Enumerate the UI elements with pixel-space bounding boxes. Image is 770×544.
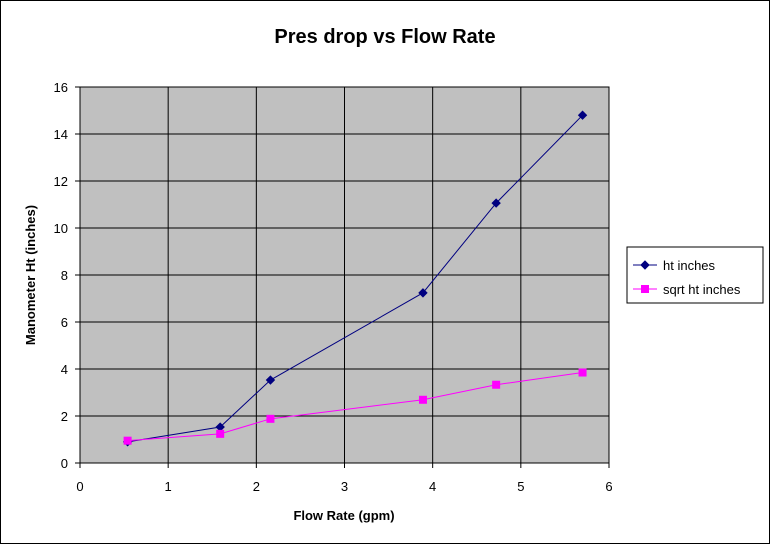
y-tick-label: 8 bbox=[61, 268, 68, 283]
y-tick-label: 4 bbox=[61, 362, 68, 377]
y-tick-label: 16 bbox=[54, 80, 68, 95]
legend-label: sqrt ht inches bbox=[663, 282, 741, 297]
series-line bbox=[127, 114, 583, 443]
legend-marker bbox=[640, 260, 650, 270]
data-point bbox=[577, 110, 588, 120]
data-point bbox=[418, 288, 428, 298]
x-tick-label: 5 bbox=[517, 479, 524, 494]
data-point bbox=[418, 395, 427, 404]
x-tick-label: 1 bbox=[165, 479, 172, 494]
chart-title: Pres drop vs Flow Rate bbox=[274, 26, 495, 48]
series-layer bbox=[122, 110, 588, 447]
x-tick-label: 2 bbox=[253, 479, 260, 494]
series-line bbox=[127, 372, 583, 442]
legend-label: ht inches bbox=[663, 258, 716, 273]
y-tick-label: 12 bbox=[54, 174, 68, 189]
plot-area bbox=[79, 86, 610, 464]
y-axis-ticks: 0 2 4 6 8 10 12 14 16 bbox=[54, 80, 80, 471]
x-axis-ticks: 0 1 2 3 4 5 6 bbox=[76, 463, 613, 494]
y-tick-label: 6 bbox=[61, 315, 68, 330]
x-tick-label: 4 bbox=[429, 479, 436, 494]
y-tick-label: 0 bbox=[61, 456, 68, 471]
y-tick-label: 14 bbox=[54, 127, 68, 142]
legend: ht inches sqrt ht inches bbox=[626, 246, 764, 304]
data-point bbox=[265, 375, 276, 385]
legend-item: ht inches bbox=[633, 258, 716, 273]
y-tick-label: 10 bbox=[54, 221, 68, 236]
data-point bbox=[266, 414, 275, 423]
x-tick-label: 3 bbox=[341, 479, 348, 494]
x-axis-title: Flow Rate (gpm) bbox=[293, 508, 394, 523]
data-point bbox=[123, 436, 132, 445]
data-point bbox=[492, 380, 501, 389]
legend-marker bbox=[641, 285, 649, 293]
data-point bbox=[491, 198, 501, 208]
data-point bbox=[216, 429, 225, 438]
y-tick-label: 2 bbox=[61, 409, 68, 424]
y-axis-title: Manometer Ht (inches) bbox=[23, 205, 38, 345]
x-tick-label: 6 bbox=[605, 479, 612, 494]
series-2 bbox=[123, 368, 587, 445]
legend-box bbox=[626, 246, 764, 304]
x-tick-label: 0 bbox=[76, 479, 83, 494]
data-point bbox=[578, 368, 587, 377]
legend-item: sqrt ht inches bbox=[633, 282, 741, 297]
